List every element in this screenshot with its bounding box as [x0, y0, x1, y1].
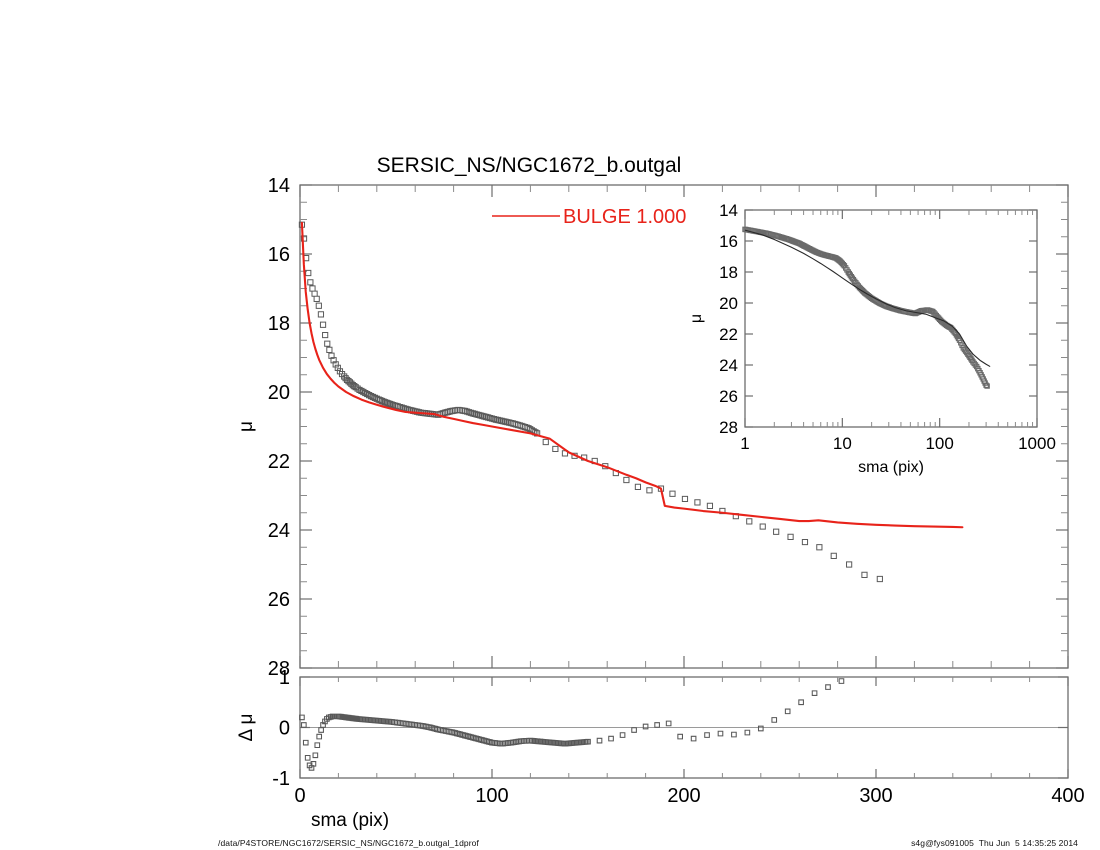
footer-file-path: /data/P4STORE/NGC1672/SERSIC_NS/NGC1672_… [218, 838, 479, 848]
resid-y-tick-label: -1 [272, 768, 290, 790]
main-data-points [298, 221, 883, 583]
resid-x-tick-label: 100 [475, 785, 508, 807]
resid-y-tick-label: 0 [279, 718, 290, 740]
main-observed-markers [298, 221, 883, 583]
inset-y-tick-label: 26 [719, 387, 738, 406]
main-y-axis-label: μ [236, 421, 257, 432]
resid-x-tick-label: 400 [1051, 785, 1084, 807]
inset-model-curve [744, 229, 991, 368]
inset-y-tick-label: 24 [719, 356, 738, 375]
residual-x-axis: 0 100 200 300 400 sma (pix) [294, 677, 1085, 831]
residual-x-axis-label: sma (pix) [311, 810, 389, 831]
main-plot-panel: SERSIC_NS/NGC1672_b.outgal 14 16 18 20 22 24 26… [236, 154, 1069, 680]
inset-y-tick-label: 22 [719, 325, 738, 344]
main-y-axis: 14 16 18 20 22 24 26 28 μ [236, 175, 1068, 680]
inset-x-tick-label: 100 [925, 434, 953, 453]
inset-data-points [742, 226, 990, 389]
y-tick-label: 22 [268, 451, 290, 473]
inset-y-tick-label: 14 [719, 201, 738, 220]
footer-user-timestamp: s4g@fys091005 Thu Jun 5 14:35:25 2014 [911, 838, 1078, 848]
inset-y-axis-label: μ [688, 314, 705, 323]
inset-y-tick-label: 28 [719, 418, 738, 437]
inset-y-tick-label: 20 [719, 294, 738, 313]
plot-title: SERSIC_NS/NGC1672_b.outgal [377, 154, 682, 177]
inset-x-axis-label: sma (pix) [858, 459, 924, 476]
y-tick-label: 14 [268, 175, 290, 197]
residual-y-axis: -1 0 1 Δ μ [236, 667, 1068, 790]
y-tick-label: 28 [268, 658, 290, 680]
resid-y-tick-label: 1 [279, 667, 290, 689]
y-tick-label: 16 [268, 244, 290, 266]
y-tick-label: 18 [268, 313, 290, 335]
main-x-axis [299, 185, 1069, 668]
inset-observed-markers [742, 226, 990, 389]
inset-x-tick-label: 1 [740, 434, 749, 453]
plot-legend: BULGE 1.000 [492, 206, 686, 228]
y-tick-label: 20 [268, 382, 290, 404]
bulge-model-line [300, 221, 964, 529]
resid-x-tick-label: 0 [294, 785, 305, 807]
inset-x-tick-label: 10 [833, 434, 852, 453]
residual-y-axis-label: Δ μ [236, 714, 257, 742]
inset-plot-panel: 14 16 18 20 22 24 26 28 μ 1 10 100 1000 sma (pix) [688, 201, 1056, 476]
main-model-curve [300, 221, 964, 529]
inset-plot-frame [744, 209, 1038, 428]
inset-y-axis: 14 16 18 20 22 24 26 28 μ [688, 201, 1037, 437]
inset-x-tick-label: 1000 [1018, 434, 1056, 453]
inset-y-tick-label: 16 [719, 232, 738, 251]
residual-markers [299, 678, 845, 771]
residual-data-points [299, 678, 845, 771]
inset-model-line [744, 229, 991, 368]
y-tick-label: 24 [268, 520, 290, 542]
y-tick-label: 26 [268, 589, 290, 611]
resid-x-tick-label: 300 [859, 785, 892, 807]
resid-x-tick-label: 200 [667, 785, 700, 807]
legend-label: BULGE 1.000 [563, 206, 686, 228]
inset-x-axis: 1 10 100 1000 sma (pix) [740, 210, 1056, 476]
inset-y-tick-label: 18 [719, 263, 738, 282]
